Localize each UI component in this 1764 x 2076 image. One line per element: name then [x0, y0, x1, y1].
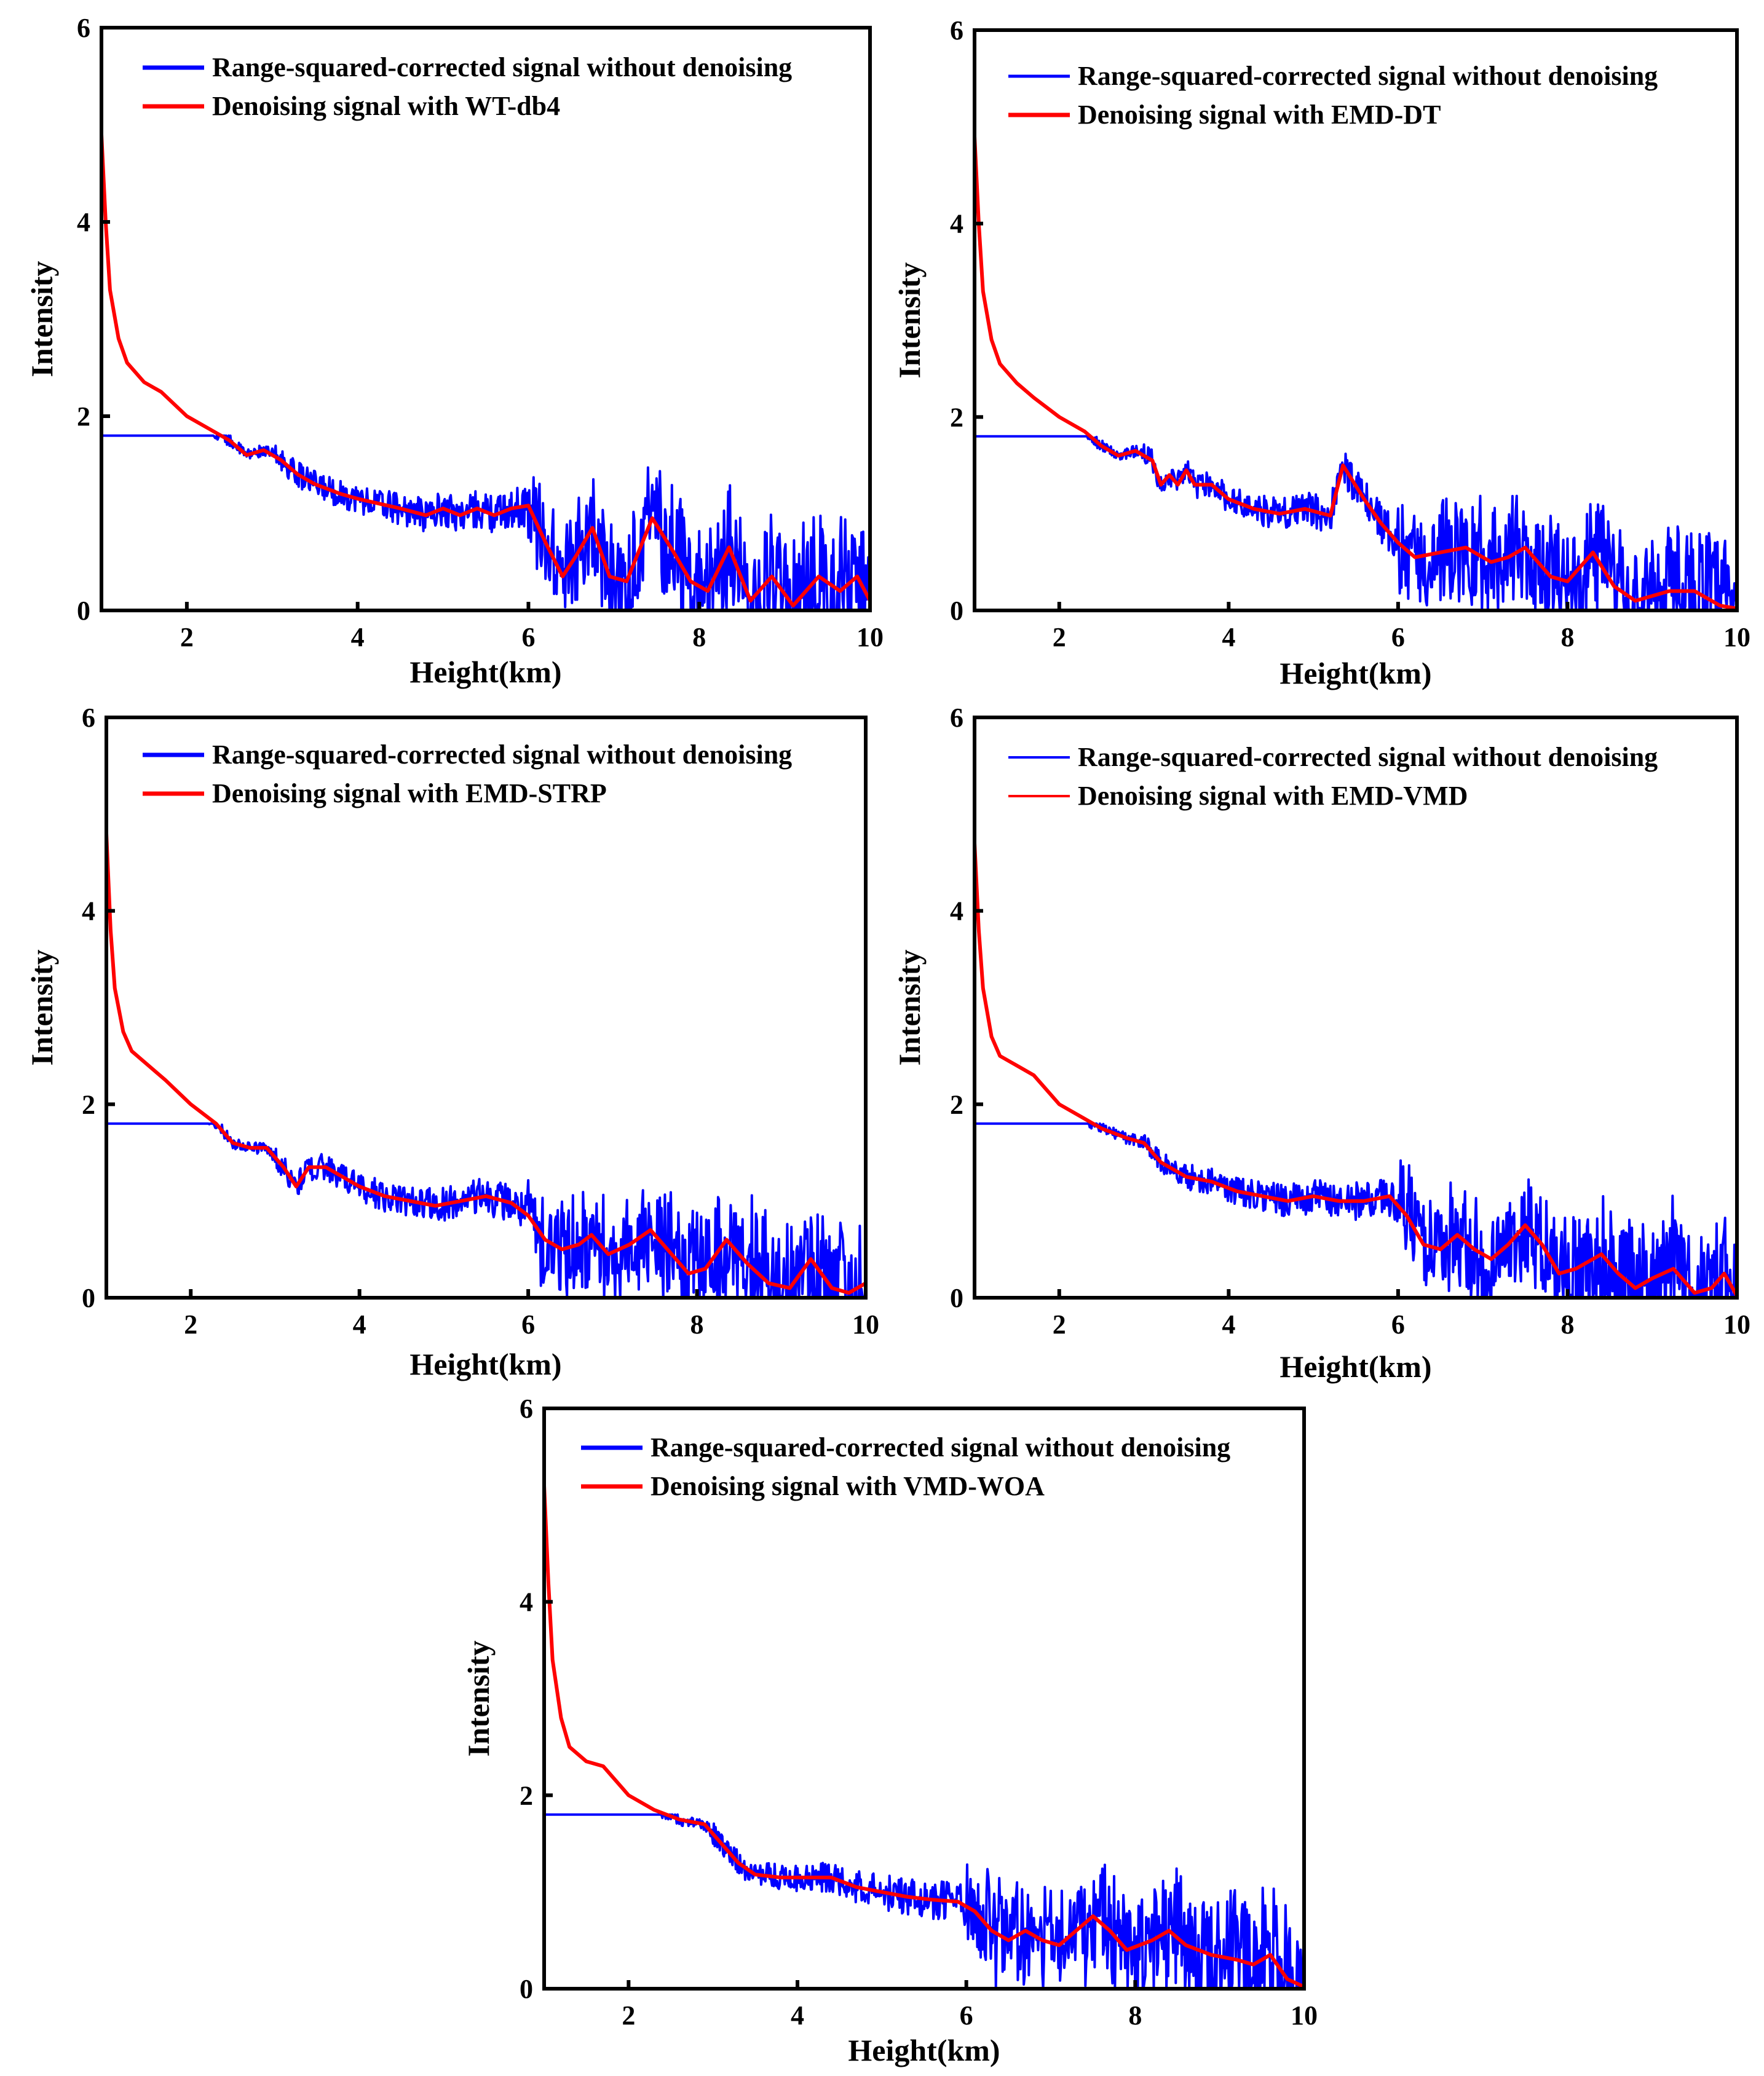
series-raw-line [101, 434, 871, 612]
x-tick-label: 2 [1053, 622, 1066, 652]
x-tick-label: 2 [184, 1309, 197, 1340]
x-tick-label: 8 [1128, 2000, 1142, 2031]
x-tick-label: 4 [1222, 1309, 1235, 1340]
legend-label-denoised: Denoising signal with WT-db4 [212, 91, 560, 121]
y-tick-label: 2 [950, 402, 963, 432]
legend-label-raw: Range-squared-corrected signal without d… [1078, 742, 1658, 772]
legend-label-raw: Range-squared-corrected signal without d… [1078, 61, 1658, 91]
x-tick-label: 2 [180, 622, 194, 652]
legend-label-raw: Range-squared-corrected signal without d… [212, 52, 792, 82]
legend: Range-squared-corrected signal without d… [1008, 61, 1658, 130]
legend-label-denoised: Denoising signal with EMD-DT [1078, 100, 1441, 130]
series-raw-line [544, 1813, 1305, 1990]
series-raw-line [974, 435, 1738, 612]
legend: Range-squared-corrected signal without d… [143, 740, 792, 808]
legend-label-denoised: Denoising signal with EMD-VMD [1078, 781, 1468, 811]
x-tick-label: 4 [353, 1309, 366, 1340]
panel-vmd-woa: 2 4 6 8 10 0 2 4 6 Intensity Height(km) Range-sq… [461, 1394, 1318, 2067]
y-tick-label: 4 [520, 1587, 533, 1617]
x-axis-title: Height(km) [1279, 656, 1431, 690]
plot-frame [973, 28, 1739, 612]
y-tick-label: 2 [950, 1089, 963, 1119]
series-denoised-line [100, 134, 872, 608]
x-tick-label: 8 [1560, 1309, 1574, 1340]
y-axis-title: Intensity [892, 262, 927, 379]
x-tick-label: 6 [521, 622, 535, 652]
y-axis-title: Intensity [25, 261, 59, 377]
y-tick-label: 6 [82, 703, 95, 733]
y-tick-label: 0 [77, 596, 90, 626]
panel-emd-vmd: 2 4 6 8 10 0 2 4 6 Intensity Height(km) Range-sq… [892, 703, 1750, 1384]
x-tick-label: 8 [1560, 622, 1574, 652]
x-axis-title: Height(km) [1279, 1349, 1431, 1384]
x-tick-label: 2 [622, 2000, 635, 2031]
plot-area: 2 4 6 8 10 0 2 4 6 [82, 703, 879, 1340]
y-tick-label: 4 [950, 896, 963, 926]
y-tick-label: 2 [520, 1780, 533, 1810]
panel-emd-dt: 2 4 6 8 10 0 2 4 6 Intensity Height(km) Range-sq… [892, 15, 1750, 690]
y-tick-label: 4 [82, 896, 95, 926]
legend: Range-squared-corrected signal without d… [1008, 742, 1658, 811]
plot-area: 2 4 6 8 10 0 2 4 6 [950, 15, 1750, 652]
legend-label-denoised: Denoising signal with VMD-WOA [651, 1471, 1045, 1501]
y-tick-label: 0 [950, 1283, 963, 1313]
y-tick-label: 2 [82, 1089, 95, 1119]
y-axis-title: Intensity [461, 1641, 496, 1757]
panel-wt-db4: 2 4 6 8 10 0 2 4 6 Intensity Height(km) Range-sq… [25, 13, 884, 689]
x-axis-title: Height(km) [848, 2033, 1000, 2067]
y-tick-label: 6 [520, 1394, 533, 1424]
x-tick-label: 4 [1222, 622, 1235, 652]
x-tick-label: 10 [1291, 2000, 1318, 2031]
series-raw-line [974, 1122, 1738, 1299]
x-tick-label: 10 [1723, 622, 1750, 652]
y-tick-label: 0 [950, 596, 963, 626]
plot-frame [973, 716, 1739, 1300]
x-axis-title: Height(km) [409, 1347, 561, 1381]
legend-label-raw: Range-squared-corrected signal without d… [212, 740, 792, 770]
plot-frame [542, 1407, 1306, 1991]
x-tick-label: 6 [1391, 622, 1405, 652]
legend-label-raw: Range-squared-corrected signal without d… [651, 1432, 1230, 1462]
legend: Range-squared-corrected signal without d… [143, 52, 792, 121]
y-tick-label: 0 [520, 1974, 533, 2004]
y-tick-label: 2 [77, 401, 90, 432]
legend: Range-squared-corrected signal without d… [581, 1432, 1230, 1501]
x-tick-label: 6 [521, 1309, 535, 1340]
series-denoised-line [105, 833, 867, 1295]
y-axis-title: Intensity [892, 950, 927, 1066]
y-tick-label: 0 [82, 1283, 95, 1313]
plot-frame [105, 716, 868, 1300]
y-axis-title: Intensity [25, 950, 59, 1066]
x-tick-label: 4 [351, 622, 365, 652]
x-tick-label: 6 [960, 2000, 973, 2031]
x-tick-label: 10 [1723, 1309, 1750, 1340]
y-tick-label: 6 [950, 15, 963, 45]
x-tick-label: 2 [1053, 1309, 1066, 1340]
x-tick-label: 10 [852, 1309, 879, 1340]
x-tick-label: 6 [1391, 1309, 1405, 1340]
panel-emd-strp: 2 4 6 8 10 0 2 4 6 Intensity Height(km) Range-sq… [25, 703, 879, 1381]
y-tick-label: 4 [77, 207, 90, 237]
series-denoised-line [973, 136, 1738, 610]
plot-area: 2 4 6 8 10 0 2 4 6 [77, 13, 884, 652]
series-denoised-line [973, 843, 1739, 1297]
x-tick-label: 8 [692, 622, 706, 652]
series-raw-line [106, 1122, 867, 1299]
x-tick-label: 10 [856, 622, 884, 652]
x-tick-label: 8 [690, 1309, 704, 1340]
legend-label-denoised: Denoising signal with EMD-STRP [212, 778, 607, 808]
y-tick-label: 6 [77, 13, 90, 43]
y-tick-label: 4 [950, 209, 963, 239]
plot-frame [100, 26, 872, 612]
y-tick-label: 6 [950, 703, 963, 733]
plot-area: 2 4 6 8 10 0 2 4 6 [950, 703, 1750, 1340]
x-tick-label: 4 [791, 2000, 804, 2031]
x-axis-title: Height(km) [409, 655, 561, 689]
series-denoised-line [542, 1485, 1305, 1989]
plot-area: 2 4 6 8 10 0 2 4 6 [520, 1394, 1318, 2031]
